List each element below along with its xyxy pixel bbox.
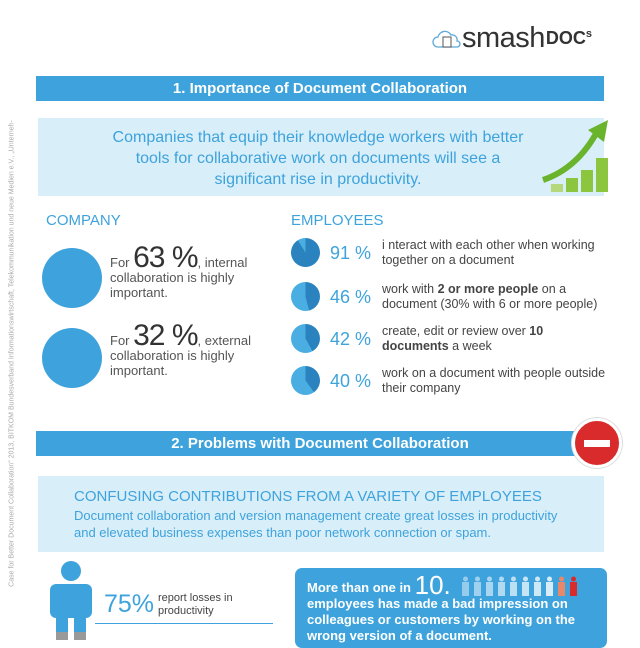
person-figure-icon [545, 576, 553, 596]
employee-pie-chart [291, 238, 320, 267]
loss-stat-text: report losses in productivity [158, 592, 233, 617]
employee-stat-text: work on a document with people outside t… [382, 366, 612, 396]
text: i nteract with each other when working t… [382, 238, 595, 267]
person-figure-icon [521, 576, 529, 596]
employee-percent: 46 % [330, 287, 372, 307]
box-text: employees has made a bad impression on c… [307, 596, 576, 643]
employee-percent: 91 % [330, 243, 372, 263]
box-pre: More than one in [307, 580, 411, 595]
text: work with [382, 282, 438, 296]
text-bold: 2 or more people [437, 282, 539, 296]
employee-percent: 40 % [330, 371, 372, 391]
text: create, edit or review over [382, 324, 530, 338]
text-bold: 10 documents [382, 324, 544, 353]
company-stat-external: For 32 %, external collaboration is high… [110, 321, 270, 379]
cloud-document-icon [432, 30, 461, 48]
problem-desc: Document collaboration and version manag… [74, 508, 558, 540]
wrong-version-box: More than one in 10. employees has made … [295, 568, 607, 648]
section1-title: 1. Importance of Document Collaboration [36, 76, 604, 101]
company-heading: COMPANY [46, 212, 121, 229]
person-figure-icon [533, 576, 541, 596]
employee-percent: 42 % [330, 329, 372, 349]
stat-value: 32 % [133, 319, 198, 352]
stat-text: , external collaboration is highly impor… [110, 333, 251, 378]
employees-heading: EMPLOYEES [291, 212, 384, 229]
employee-pie-chart [291, 324, 320, 353]
box-number: 10. [414, 570, 451, 600]
logo-text: smash [462, 22, 545, 54]
stat-pre: For [110, 333, 130, 348]
logo-bold: DOC [545, 28, 586, 48]
employee-stat-text: work with 2 or more people on a document… [382, 282, 612, 312]
employee-stat-text: i nteract with each other when working t… [382, 238, 612, 268]
growth-chart-icon [541, 120, 608, 192]
globe-collaboration-icon [42, 328, 102, 388]
problem-subtitle: CONFUSING CONTRIBUTIONS FROM A VARIETY O… [74, 488, 542, 505]
employee-stat-text: create, edit or review over 10 documents… [382, 324, 612, 354]
text: work on a document with people outside t… [382, 366, 606, 395]
source-note: Case for Better Document Collaboration" … [8, 120, 16, 587]
loss-stat-value: 75% [104, 590, 155, 618]
person-figure-icon [497, 576, 505, 596]
smashdocs-logo: smash DOCs [432, 22, 592, 55]
stat-value: 63 % [133, 241, 198, 274]
intro-box: Companies that equip their knowledge wor… [38, 118, 608, 196]
person-figure-icon [509, 576, 517, 596]
person-figure-icon [569, 576, 577, 596]
stat-pre: For [110, 255, 130, 270]
problem-box: CONFUSING CONTRIBUTIONS FROM A VARIETY O… [38, 476, 604, 552]
employee-pie-chart [291, 366, 320, 395]
intro-text: Companies that equip their knowledge wor… [112, 129, 524, 188]
divider [95, 623, 273, 624]
person-icon [50, 561, 92, 640]
person-figure-icon [485, 576, 493, 596]
stat-text: , internal collaboration is highly impor… [110, 255, 248, 300]
person-figure-icon [461, 576, 469, 596]
text: on a document (30% with 6 or more people… [382, 282, 598, 311]
people-row [461, 576, 578, 596]
person-figure-icon [557, 576, 565, 596]
section2-title: 2. Problems with Document Collaboration [36, 431, 604, 456]
no-entry-icon [572, 418, 622, 468]
internal-collaboration-icon [42, 248, 102, 308]
person-figure-icon [473, 576, 481, 596]
logo-sup: s [585, 28, 593, 40]
employee-pie-chart [291, 282, 320, 311]
text: a week [448, 339, 492, 353]
company-stat-internal: For 63 %, internal collaboration is high… [110, 243, 270, 301]
